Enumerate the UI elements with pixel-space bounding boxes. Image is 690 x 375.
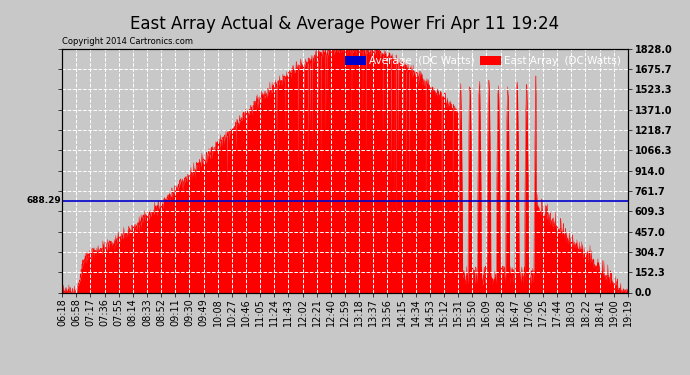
- Legend: Average  (DC Watts), East Array  (DC Watts): Average (DC Watts), East Array (DC Watts…: [343, 54, 622, 68]
- Text: East Array Actual & Average Power Fri Apr 11 19:24: East Array Actual & Average Power Fri Ap…: [130, 15, 560, 33]
- Text: Copyright 2014 Cartronics.com: Copyright 2014 Cartronics.com: [62, 38, 193, 46]
- Text: 688.29: 688.29: [27, 196, 61, 205]
